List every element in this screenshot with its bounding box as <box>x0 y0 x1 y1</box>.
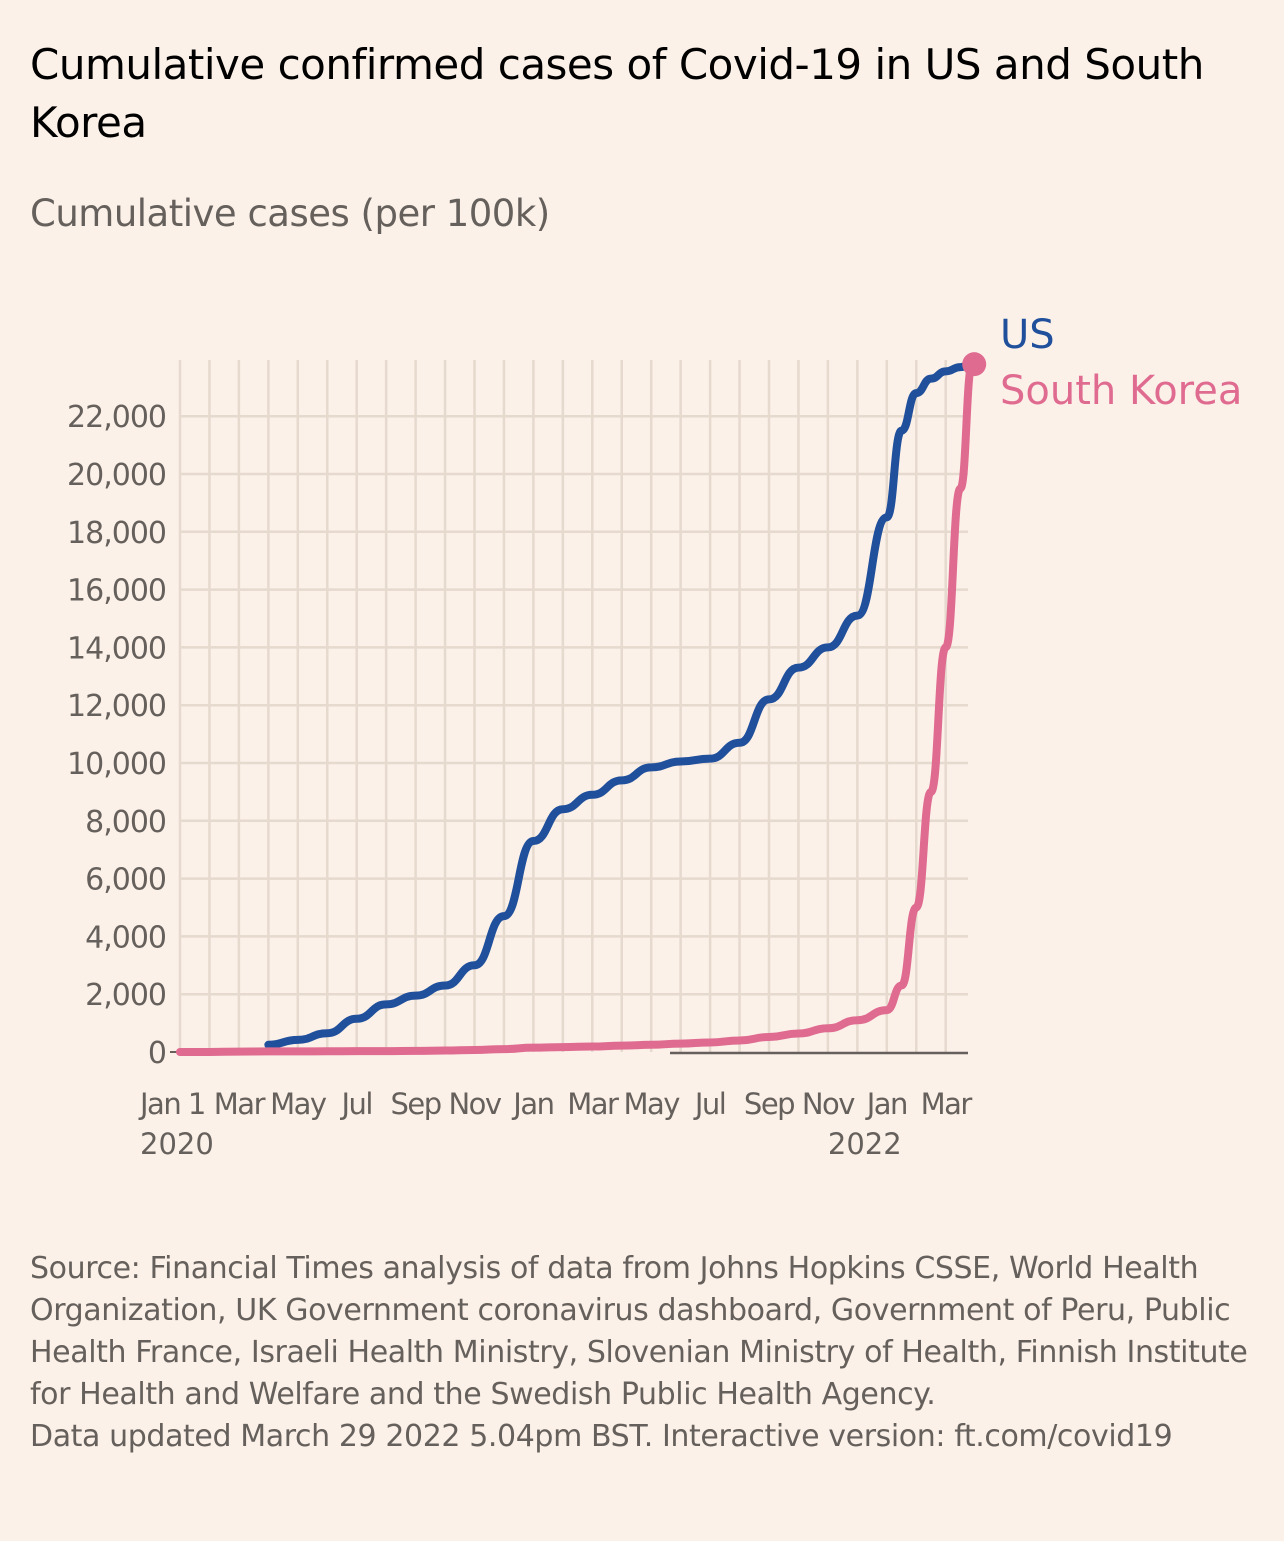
x-tick-year-label: 2022 <box>828 1127 902 1161</box>
y-tick-label: 4,000 <box>85 920 166 955</box>
x-tick-label: Jul <box>339 1087 372 1121</box>
x-tick-label: Jul <box>693 1087 726 1121</box>
horizontal-gridlines <box>180 414 968 996</box>
series-label-south-korea: South Korea <box>1000 368 1242 414</box>
chart-title: Cumulative confirmed cases of Covid-19 i… <box>30 40 1204 147</box>
source-note: Source: Financial Times analysis of data… <box>30 1251 1248 1412</box>
chart-subtitle: Cumulative cases (per 100k) <box>30 192 550 235</box>
x-tick-label: Mar <box>921 1087 973 1121</box>
series-lines <box>176 352 987 1056</box>
update-note: Data updated March 29 2022 5.04pm BST. I… <box>30 1419 1173 1454</box>
x-tick-label: Nov <box>448 1087 501 1121</box>
y-tick-label: 6,000 <box>85 863 166 898</box>
x-tick-label: Sep <box>744 1087 794 1121</box>
x-tick-label: Mar <box>214 1087 266 1121</box>
y-tick-label: 8,000 <box>85 805 166 840</box>
x-tick-year-label: 2020 <box>140 1127 214 1161</box>
y-tick-label: 0 <box>148 1036 166 1071</box>
series-line-south-korea <box>176 360 977 1056</box>
y-tick-label: 20,000 <box>67 458 166 493</box>
y-tick-label: 16,000 <box>67 574 166 609</box>
x-tick-label: Mar <box>567 1087 619 1121</box>
y-tick-label: 12,000 <box>67 689 166 724</box>
x-tick-label: Jan 1 <box>138 1087 205 1121</box>
x-tick-label: Nov <box>802 1087 855 1121</box>
chart-footer: Source: Financial Times analysis of data… <box>30 1248 1260 1458</box>
y-axis-ticks: 0 2,000 4,000 6,000 8,000 10,000 12,000 14,000 1… <box>67 400 180 1071</box>
y-tick-label: 22,000 <box>67 400 166 435</box>
series-labels: US South Korea <box>1000 312 1242 414</box>
y-tick-label: 10,000 <box>67 747 166 782</box>
line-chart: 0 2,000 4,000 6,000 8,000 10,000 12,000 14,000 1… <box>67 312 1242 1161</box>
south-korea-end-dot <box>962 352 987 377</box>
x-tick-label: May <box>270 1087 327 1121</box>
y-tick-label: 14,000 <box>67 631 166 666</box>
x-tick-label: May <box>623 1087 680 1121</box>
x-tick-label: Jan <box>865 1087 907 1121</box>
series-label-us: US <box>1000 312 1055 358</box>
series-line-us <box>264 360 977 1049</box>
x-tick-label: Sep <box>391 1087 441 1121</box>
y-tick-label: 18,000 <box>67 516 166 551</box>
x-tick-label: Jan <box>511 1087 553 1121</box>
y-tick-label: 2,000 <box>85 978 166 1013</box>
